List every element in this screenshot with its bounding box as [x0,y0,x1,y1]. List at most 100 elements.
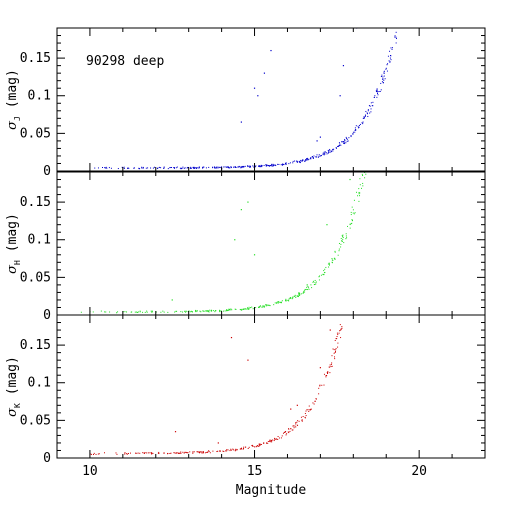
point [217,442,219,444]
point [299,161,301,163]
y-tick-label: 0.15 [20,338,51,353]
point [191,167,193,169]
point [340,238,342,240]
point [268,165,270,167]
point [219,311,221,313]
point [368,105,370,107]
panel-frame [56,314,486,459]
point [363,117,365,119]
point [128,167,130,169]
point [287,431,289,433]
point [381,81,383,83]
point [198,167,200,169]
point [192,166,194,168]
point [323,152,325,154]
point [312,157,314,159]
point [241,166,243,168]
point [249,166,251,168]
point [123,168,125,170]
point [263,305,265,307]
point [251,445,253,447]
point [306,289,308,291]
point [231,309,233,311]
point [275,165,277,167]
point [271,165,273,167]
point [310,408,312,410]
point [322,152,324,154]
point [341,141,343,143]
point [385,67,387,69]
point [186,167,188,169]
point [322,154,324,156]
point [203,310,205,312]
point [202,310,204,312]
point [397,26,398,27]
point [209,309,211,311]
point [219,310,221,312]
point [352,131,354,133]
point [247,165,249,167]
point [104,167,106,169]
point [380,89,382,91]
point [179,452,181,454]
point [283,163,285,165]
point [193,167,195,169]
point [160,311,162,313]
point [209,452,211,454]
point [397,23,398,24]
point [201,451,203,453]
point [333,352,335,354]
point [331,362,333,364]
point [301,419,303,421]
y-tick-label: 0 [43,308,51,323]
point [395,38,397,40]
point [214,167,216,169]
point [297,295,299,297]
point [278,301,280,303]
point [207,451,209,453]
point [127,452,129,454]
point [330,363,332,365]
point [323,384,325,386]
point [308,158,310,160]
point [285,431,287,433]
point [298,160,300,162]
point [383,70,385,72]
point [207,310,209,312]
point [301,419,303,421]
point [302,292,304,294]
point [354,131,356,133]
point [306,158,308,160]
point [362,121,364,123]
point [294,295,296,297]
point [180,452,182,454]
point [288,432,290,434]
point [376,93,378,95]
point [196,451,198,453]
point [240,309,242,311]
point [348,137,350,139]
point [356,191,358,193]
point [327,371,329,373]
point [142,311,144,313]
point [304,291,306,293]
point [383,75,385,77]
point [199,310,201,312]
point [266,305,268,307]
point [340,144,342,146]
point [347,140,349,142]
point [387,63,389,65]
point [215,310,217,312]
y-tick-label: 0.1 [28,376,51,391]
point [307,285,309,287]
point-group [94,23,398,170]
point [238,165,240,167]
point [180,451,182,453]
point [334,340,336,342]
point [333,349,335,351]
point [362,174,364,176]
point [206,451,208,453]
point [339,324,341,326]
point [170,452,172,454]
point [346,309,347,310]
